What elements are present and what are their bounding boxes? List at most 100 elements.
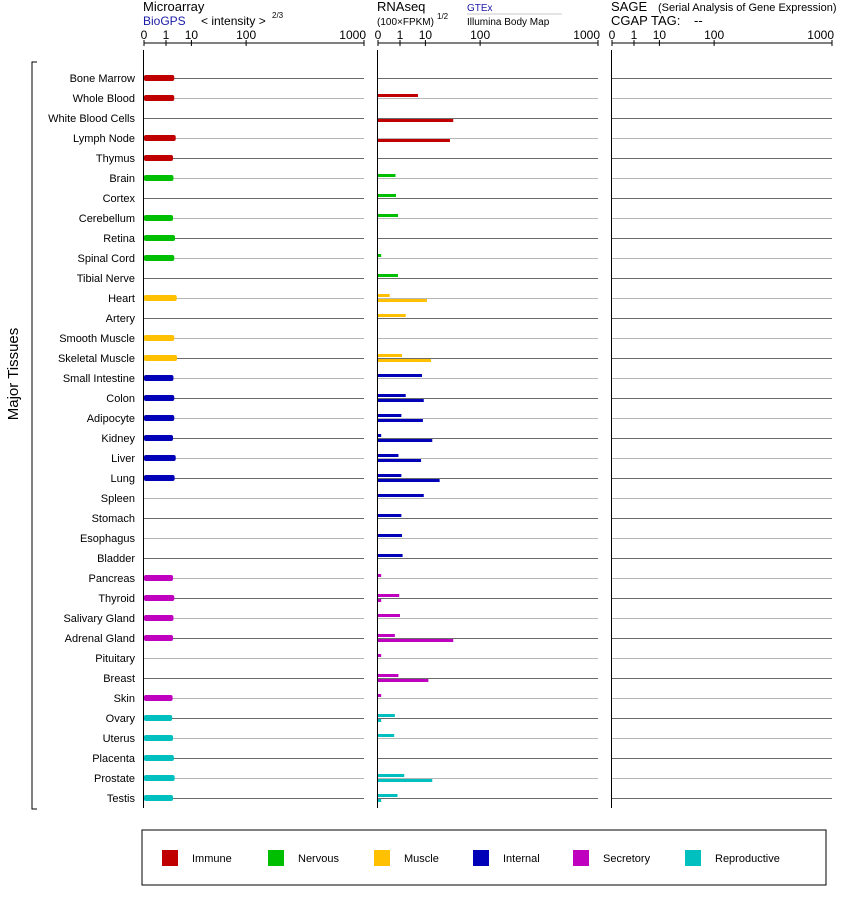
fpkm-label: (100×FPKM) [377, 17, 434, 28]
rnaseq-tick-label: 1000 [573, 28, 600, 42]
microarray-tick-label: 1000 [339, 28, 366, 42]
tissue-label: Lung [111, 473, 135, 485]
illumina-bar [378, 799, 382, 802]
rnaseq-title: RNAseq [377, 0, 425, 14]
illumina-bar [378, 599, 382, 602]
microarray-title: Microarray [143, 0, 205, 14]
microarray-bar [144, 155, 174, 161]
microarray-bar [144, 415, 175, 421]
legend-label-reproductive: Reproductive [715, 853, 780, 865]
tissue-label: Testis [107, 793, 136, 805]
tissue-label: Colon [106, 393, 135, 405]
tissue-label: Brain [109, 173, 135, 185]
illumina-bar [378, 439, 433, 442]
tissue-label: Bone Marrow [70, 73, 135, 85]
microarray-bar [144, 235, 176, 241]
rnaseq-tick-label: 100 [470, 28, 490, 42]
rnaseq-tick-label: 0 [375, 28, 382, 42]
illumina-bar [378, 419, 423, 422]
legend-label-immune: Immune [192, 853, 232, 865]
microarray-bar [144, 735, 174, 741]
gtex-bar [378, 634, 395, 637]
tissue-label: Retina [103, 233, 136, 245]
tissue-label: Stomach [92, 513, 135, 525]
microarray-bar [144, 395, 175, 401]
side-label-major-tissues: Major Tissues [5, 328, 22, 421]
gtex-bar [378, 674, 399, 677]
tissue-label: Spinal Cord [78, 253, 135, 265]
sage-tick-label: 1 [631, 28, 638, 42]
gtex-bar [378, 594, 400, 597]
gtex-bar [378, 614, 400, 617]
tissue-label: Placenta [92, 753, 136, 765]
microarray-bar [144, 135, 176, 141]
tissue-label: Breast [103, 673, 135, 685]
gtex-bar [378, 394, 406, 397]
biogps-link[interactable]: BioGPS [143, 14, 186, 28]
legend-label-nervous: Nervous [298, 853, 339, 865]
gtex-bar [378, 474, 402, 477]
tissue-label: Salivary Gland [63, 613, 135, 625]
microarray-bar [144, 375, 174, 381]
fpkm-exponent: 1/2 [437, 12, 449, 21]
tissue-label: Prostate [94, 773, 135, 785]
microarray-bar [144, 175, 174, 181]
sage-tick-label: 100 [704, 28, 724, 42]
tissue-label: Uterus [103, 733, 136, 745]
tissue-label: Skin [114, 693, 135, 705]
gtex-link[interactable]: GTEx [467, 3, 493, 14]
gtex-bar [378, 534, 403, 537]
microarray-bar [144, 335, 175, 341]
microarray-bar [144, 215, 174, 221]
microarray-tick-label: 10 [185, 28, 199, 42]
illumina-bar [378, 639, 454, 642]
sage-tick-label: 1000 [807, 28, 834, 42]
legend-swatch-reproductive [685, 850, 701, 866]
gtex-bar [378, 194, 397, 197]
gtex-bar [378, 694, 382, 697]
gtex-bar [378, 654, 382, 657]
tissue-label: Pancreas [89, 573, 136, 585]
illumina-bar [378, 679, 429, 682]
gtex-bar [378, 554, 403, 557]
gtex-bar [378, 494, 424, 497]
tissue-label: Skeletal Muscle [58, 353, 135, 365]
legend-swatch-secretory [573, 850, 589, 866]
legend-label-internal: Internal [503, 853, 540, 865]
microarray-bar [144, 715, 173, 721]
gtex-bar [378, 794, 398, 797]
rnaseq-tick-label: 10 [419, 28, 433, 42]
cgap-tag-label: CGAP TAG: [611, 13, 680, 28]
tissue-label: Spleen [101, 493, 135, 505]
gtex-bar [378, 314, 406, 317]
tissue-label: Ovary [106, 713, 136, 725]
microarray-bar [144, 255, 175, 261]
illumina-bar [378, 459, 422, 462]
side-bracket [31, 61, 37, 810]
illumina-bar [378, 399, 424, 402]
gtex-bar [378, 174, 396, 177]
microarray-bar [144, 635, 174, 641]
gtex-bar [378, 214, 398, 217]
rnaseq-tick-label: 1 [397, 28, 404, 42]
gtex-bar [378, 574, 382, 577]
microarray-bar [144, 595, 175, 601]
microarray-bar [144, 575, 174, 581]
tissue-label: Smooth Muscle [59, 333, 135, 345]
sage-title: SAGE [611, 0, 647, 14]
illumina-bar [378, 299, 427, 302]
tissue-label: Cortex [103, 193, 136, 205]
tissue-label: Kidney [101, 433, 135, 445]
intensity-label: < intensity > [201, 14, 266, 28]
illumina-bar [378, 359, 432, 362]
tissue-label: Adipocyte [87, 413, 135, 425]
legend-swatch-nervous [268, 850, 284, 866]
tissue-label: Lymph Node [73, 133, 135, 145]
legend-swatch-muscle [374, 850, 390, 866]
microarray-bar [144, 295, 177, 301]
tissue-label: Thymus [96, 153, 136, 165]
microarray-bar [144, 95, 175, 101]
legend-label-secretory: Secretory [603, 853, 651, 865]
legend-label-muscle: Muscle [404, 853, 439, 865]
